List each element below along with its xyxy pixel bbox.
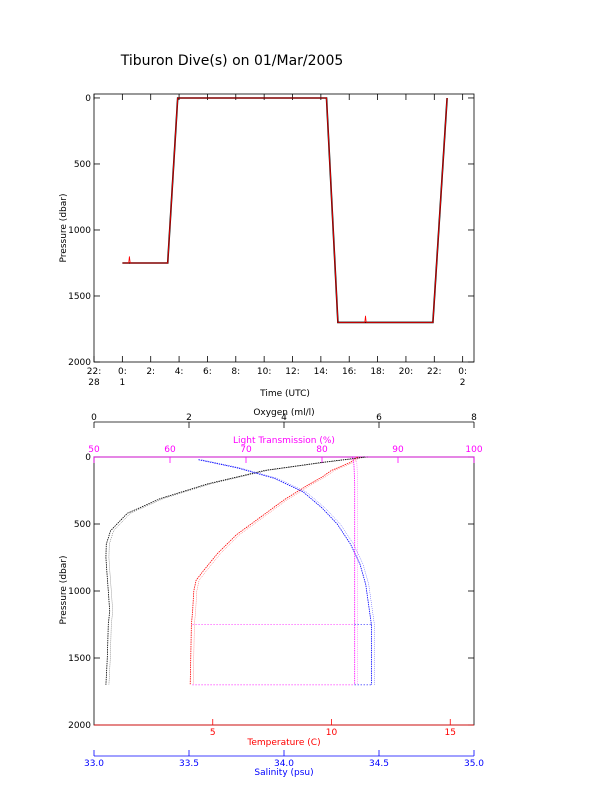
light-transmission-axis: 50 60 70 80 90 100	[88, 445, 483, 463]
oxygen-tick-label: 6	[376, 413, 382, 423]
series-line-salinity	[201, 459, 375, 685]
series-line	[122, 97, 448, 323]
temperature-axis-label: Temperature (C)	[246, 738, 320, 748]
cast-profile-y-axis: 0 500 1000 1500 2000	[68, 453, 474, 731]
cast-profile-panel: 0 500 1000 1500 2000 0 2 4 6 8 50 60 70 80 90 100 5 10…	[59, 408, 484, 778]
y-tick-label: 0	[85, 453, 91, 463]
x-tick-label: 2:	[146, 367, 155, 377]
x-tick-label: 12:	[285, 367, 299, 377]
y-tick-label: 1500	[68, 654, 91, 664]
oxygen-tick-label: 2	[186, 413, 192, 423]
y-tick-label: 2000	[68, 358, 91, 368]
x-tick-label: 0:	[458, 367, 467, 377]
x-tick-label: 8:	[231, 367, 240, 377]
salinity-tick-label: 34.5	[369, 759, 389, 769]
x-tick-label: 6:	[203, 367, 212, 377]
temperature-tick-label: 15	[445, 728, 456, 738]
series-line-temperature	[189, 456, 358, 685]
light-transmission-axis-label: Light Transmission (%)	[233, 436, 335, 446]
light_transmission-tick-label: 90	[392, 445, 404, 455]
chart-title: Tiburon Dive(s) on 01/Mar/2005	[120, 53, 344, 69]
salinity-axis: 33.0 33.5 34.0 34.5 35.0	[84, 750, 484, 769]
salinity-tick-label: 35.0	[464, 759, 484, 769]
x-tick-label: 18:	[370, 367, 384, 377]
oxygen-tick-label: 4	[281, 413, 287, 423]
x-tick-label: 22:	[87, 367, 101, 377]
series-line-temperature	[192, 456, 361, 685]
temperature-axis: 5 10 15	[94, 719, 474, 738]
x-tick-label: 16:	[342, 367, 356, 377]
salinity-tick-label: 33.0	[84, 759, 104, 769]
x-tick-label: 1	[119, 378, 125, 388]
temperature-tick-label: 10	[326, 728, 338, 738]
cast-profile-plot-frame	[93, 456, 475, 726]
dive-profile-series	[122, 97, 448, 324]
salinity-tick-label: 33.5	[179, 759, 199, 769]
x-tick-label: 20:	[399, 367, 413, 377]
cast-profile-y-label: Pressure (dbar)	[59, 556, 69, 625]
light_transmission-tick-label: 100	[465, 445, 482, 455]
x-tick-label: 10:	[257, 367, 271, 377]
light_transmission-tick-label: 60	[164, 445, 176, 455]
x-tick-label: 14:	[314, 367, 328, 377]
x-tick-label: 4:	[175, 367, 184, 377]
y-tick-label: 1500	[68, 292, 91, 302]
series-line-salinity	[198, 459, 372, 685]
y-tick-label: 500	[74, 160, 91, 170]
temperature-tick-label: 5	[210, 728, 216, 738]
oxygen-axis-label: Oxygen (ml/l)	[253, 408, 314, 418]
dive-profile-x-label: Time (UTC)	[259, 389, 310, 399]
dive-profile-plot-frame	[93, 93, 475, 363]
x-tick-label: 28	[88, 378, 100, 388]
series-line-oxygen	[108, 456, 368, 685]
y-tick-label: 1000	[68, 587, 91, 597]
light_transmission-tick-label: 70	[240, 445, 252, 455]
light_transmission-tick-label: 50	[88, 445, 100, 455]
y-tick-label: 1000	[68, 226, 91, 236]
y-tick-label: 0	[85, 94, 91, 104]
oxygen-tick-label: 0	[91, 413, 97, 423]
series-line-light-transmission	[355, 456, 358, 685]
salinity-axis-label: Salinity (psu)	[254, 768, 313, 778]
series-line-oxygen	[105, 456, 365, 685]
x-tick-label: 22:	[427, 367, 441, 377]
x-tick-label: 2	[460, 378, 466, 388]
salinity-tick-label: 34.0	[274, 759, 294, 769]
cast-profile-series	[105, 456, 375, 686]
oxygen-tick-label: 8	[471, 413, 477, 423]
x-tick-label: 0:	[118, 367, 127, 377]
y-tick-label: 500	[74, 520, 91, 530]
series-line-light-transmission	[352, 456, 356, 685]
dive-profile-y-label: Pressure (dbar)	[59, 194, 69, 263]
dive-profile-y-axis: 0 500 1000 1500 2000	[68, 94, 474, 368]
dive-profile-x-axis: 22:280:12: 4: 6: 8: 10: 12: 14: 16: 18: 20: 22: 0:2	[87, 94, 467, 388]
light_transmission-tick-label: 80	[316, 445, 328, 455]
y-tick-label: 2000	[68, 721, 91, 731]
oxygen-axis: 0 2 4 6 8	[91, 413, 477, 428]
